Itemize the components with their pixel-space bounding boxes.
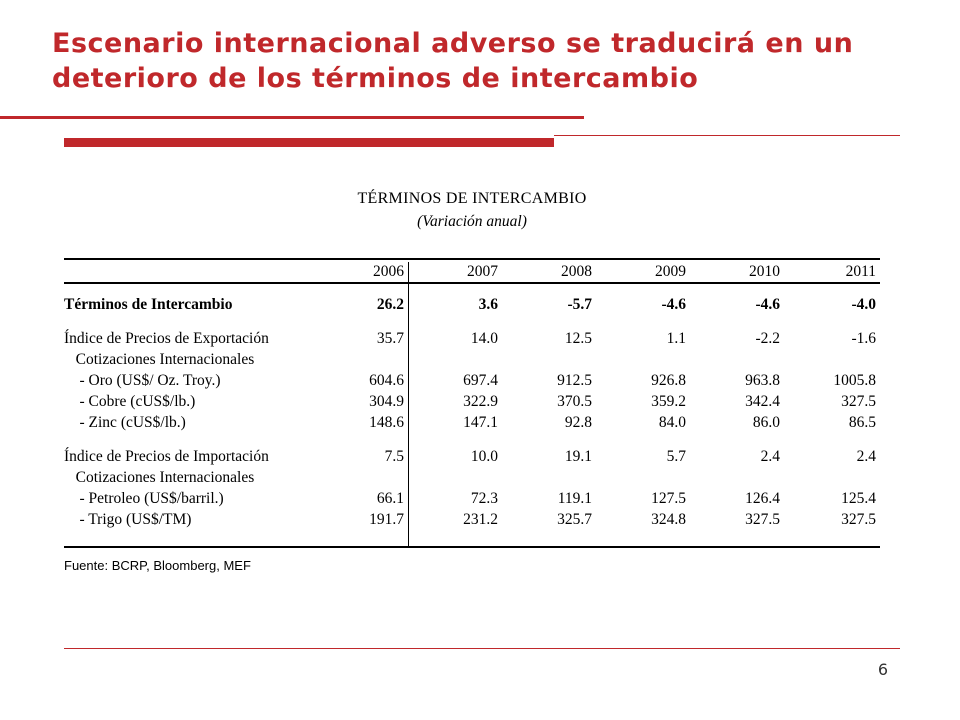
cell-value: 304.9 [369,393,404,410]
header-label-cell [64,261,340,282]
cell-value: 912.5 [557,372,592,389]
cell-value: 12.5 [564,330,592,347]
cell-value: 322.9 [463,393,498,410]
row-label: Términos de Intercambio [64,296,233,313]
cell-value: 10.0 [470,448,498,465]
table-top-rule [64,258,880,260]
cell-value: 127.5 [651,490,686,507]
table-row: - Cobre (cUS$/lb.) 304.9 322.9 370.5 359… [64,391,880,412]
cell-value: 359.2 [651,393,686,410]
table-row: - Zinc (cUS$/lb.) 148.6 147.1 92.8 84.0 … [64,412,880,433]
cell-value: 370.5 [557,393,592,410]
row-label: - Oro (US$/ Oz. Troy.) [64,372,221,389]
column-divider [408,262,409,546]
table-header-rule [64,282,880,284]
header-year: 2006 [373,263,404,280]
cell-value: 231.2 [463,511,498,528]
table-row: Términos de Intercambio 26.2 3.6 -5.7 -4… [64,294,880,315]
table-header: 2006 2007 2008 2009 2010 2011 [64,261,880,282]
cell-value: 86.5 [848,414,876,431]
cell-value: 2.4 [760,448,780,465]
header-year: 2011 [845,263,876,280]
cell-value: 119.1 [557,490,592,507]
cell-value: 92.8 [564,414,592,431]
cell-value: -4.6 [755,296,780,313]
table-subtitle: (Variación anual) [417,213,527,230]
table-bottom-rule [64,546,880,548]
table-body: Términos de Intercambio 26.2 3.6 -5.7 -4… [64,294,880,530]
cell-value: 7.5 [384,448,404,465]
row-label: Cotizaciones Internacionales [64,469,255,486]
cell-value: 327.5 [841,511,876,528]
table-row: Índice de Precios de Importación 7.5 10.… [64,446,880,467]
cell-value: 26.2 [376,296,404,313]
cell-value: 324.8 [651,511,686,528]
cell-value: 963.8 [745,372,780,389]
cell-value: 147.1 [463,414,498,431]
cell-value: -2.2 [755,330,780,347]
slide-title: Escenario internacional adverso se tradu… [52,28,854,94]
cell-value: 604.6 [369,372,404,389]
table-row: Índice de Precios de Exportación 35.7 14… [64,328,880,349]
row-label: Cotizaciones Internacionales [64,351,255,368]
cell-value: -5.7 [567,296,592,313]
header-year: 2008 [561,263,592,280]
cell-value: 697.4 [463,372,498,389]
page-number: 6 [877,660,888,679]
cell-value: 5.7 [666,448,686,465]
title-underline [0,116,584,119]
cell-value: 926.8 [651,372,686,389]
header-year: 2007 [467,263,498,280]
accent-bar [64,138,554,147]
table-row: - Trigo (US$/TM) 191.7 231.2 325.7 324.8… [64,509,880,530]
cell-value: 148.6 [369,414,404,431]
cell-value: -4.0 [851,296,876,313]
cell-value: 325.7 [557,511,592,528]
accent-thin-line [554,135,900,136]
row-label: Índice de Precios de Importación [64,448,269,465]
cell-value: 1.1 [666,330,686,347]
cell-value: 14.0 [470,330,498,347]
cell-value: 86.0 [752,414,780,431]
table-row: - Oro (US$/ Oz. Troy.) 604.6 697.4 912.5… [64,370,880,391]
row-label: - Trigo (US$/TM) [64,511,192,528]
cell-value: -1.6 [851,330,876,347]
row-label: - Zinc (cUS$/lb.) [64,414,186,431]
cell-value: -4.6 [661,296,686,313]
table-row: Cotizaciones Internacionales [64,349,880,370]
table-row: Cotizaciones Internacionales [64,467,880,488]
table-source-note: Fuente: BCRP, Bloomberg, MEF [64,558,251,573]
cell-value: 125.4 [841,490,876,507]
cell-value: 66.1 [376,490,404,507]
cell-value: 126.4 [745,490,780,507]
table-row: - Petroleo (US$/barril.) 66.1 72.3 119.1… [64,488,880,509]
cell-value: 35.7 [376,330,404,347]
cell-value: 19.1 [564,448,592,465]
row-label: Índice de Precios de Exportación [64,330,269,347]
cell-value: 3.6 [478,296,498,313]
cell-value: 1005.8 [833,372,876,389]
cell-value: 327.5 [745,511,780,528]
cell-value: 191.7 [369,511,404,528]
footer-rule [64,648,900,649]
cell-value: 327.5 [841,393,876,410]
table-title: TÉRMINOS DE INTERCAMBIO [357,190,587,207]
row-label: - Petroleo (US$/barril.) [64,490,224,507]
cell-value: 84.0 [658,414,686,431]
header-year: 2010 [749,263,780,280]
header-year: 2009 [655,263,686,280]
cell-value: 2.4 [856,448,876,465]
row-label: - Cobre (cUS$/lb.) [64,393,196,410]
cell-value: 72.3 [470,490,498,507]
cell-value: 342.4 [745,393,780,410]
